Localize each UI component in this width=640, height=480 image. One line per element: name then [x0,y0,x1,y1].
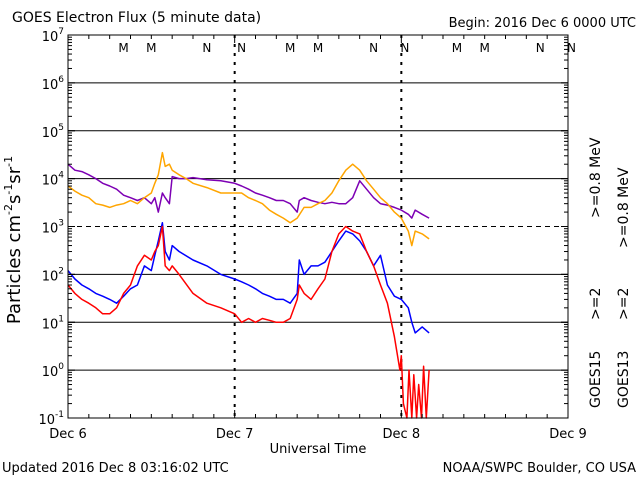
legend-labels: >=0.8 MeV >=2 GOES15 >=0.8 MeV >=2 GOES13 [588,137,632,408]
y-tick-label: 104 [42,171,65,189]
x-tick-label: Dec 8 [383,427,421,442]
y-tick-exponent: 2 [58,266,64,276]
series-line-3 [67,225,430,419]
y-tick-base: 10 [42,174,59,189]
y-tick-label: 106 [42,75,65,93]
orbit-marker: N [202,41,211,55]
orbit-marker: N [237,41,246,55]
y-tick-base: 10 [42,30,59,45]
y-tick-label: 103 [42,219,64,237]
orbit-marker: M [313,41,323,55]
y-tick-exponent: -1 [55,410,64,420]
x-tick-label: Dec 7 [216,427,254,442]
legend-label: >=2 [616,288,632,320]
y-tick-exponent: 5 [58,123,64,133]
y-label-part: Particles cm [4,215,25,324]
series-line-1 [67,151,430,247]
series-lines [67,151,430,419]
y-tick-exponent: 3 [58,219,64,229]
y-tick-base: 10 [38,413,55,428]
chart-title: GOES Electron Flux (5 minute data) [12,10,261,26]
y-tick-label: 101 [42,314,64,332]
x-tick-label: Dec 6 [49,427,87,442]
source-label: NOAA/SWPC Boulder, CO USA [443,461,636,476]
orbit-marker: N [369,41,378,55]
y-tick-label: 100 [42,362,65,380]
y-tick-label: 102 [42,266,64,284]
updated-label: Updated 2016 Dec 8 03:16:02 UTC [2,461,229,476]
y-tick-base: 10 [42,222,59,237]
series-line-2 [67,221,430,334]
orbit-marker: M [146,41,156,55]
y-tick-base: 10 [42,365,59,380]
begin-date-label: Begin: 2016 Dec 6 0000 UTC [449,16,636,31]
y-tick-base: 10 [42,269,59,284]
y-label-exponent: -1 [2,184,15,195]
orbit-marker: N [567,41,576,55]
y-axis-label: Particles cm-2s-1sr-1 [2,156,25,324]
y-tick-exponent: 7 [58,27,64,37]
y-label-exponent: -1 [2,156,15,167]
y-tick-exponent: 1 [58,314,64,324]
orbit-marker: N [400,41,409,55]
x-tick-labels: Dec 6 Dec 7 Dec 8 Dec 9 [49,427,587,442]
orbit-marker: N [536,41,545,55]
y-tick-base: 10 [42,126,59,141]
legend-label: >=2 [588,288,604,320]
y-tick-exponent: 6 [58,75,64,85]
y-tick-label: 105 [42,123,64,141]
y-tick-base: 10 [42,317,59,332]
legend-label: >=0.8 MeV [588,137,604,218]
orbit-marker: M [452,41,462,55]
orbit-marker: M [118,41,128,55]
y-label-part: s [4,195,25,204]
orbit-marker: M [285,41,295,55]
legend-label: >=0.8 MeV [616,167,632,248]
plot-frame [67,34,569,419]
y-tick-label: 107 [42,27,64,45]
legend-label: GOES15 [588,351,604,408]
series-line-0 [67,163,430,219]
y-tick-base: 10 [42,78,59,93]
y-tick-label: 10-1 [38,410,64,428]
legend-label: GOES13 [616,351,632,408]
y-label-part: sr [4,166,25,183]
x-tick-label: Dec 9 [549,427,587,442]
orbit-marker: M [479,41,489,55]
y-label-exponent: -2 [2,204,15,215]
y-tick-exponent: 0 [58,362,64,372]
y-tick-exponent: 4 [58,171,64,181]
x-axis-label: Universal Time [270,442,367,457]
y-gridlines [68,82,568,371]
